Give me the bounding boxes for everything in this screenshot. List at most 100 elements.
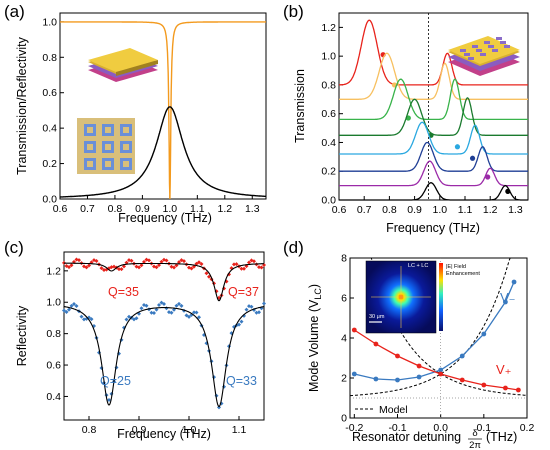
field-enhancement-inset: 30 μm LC + LC |E| Field Enhancement [365,260,480,334]
data-point [515,387,521,393]
plot-frame-c [63,251,265,421]
y-tick-label: 1.2 [321,22,336,34]
data-point [249,304,254,309]
x-tick-label: 0.9 [135,203,150,215]
y-tick-label: 6 [341,293,347,305]
y-tick-label: 8 [341,253,347,265]
data-point [252,259,256,264]
data-point [257,310,261,315]
panel-d: (d) -0.2 -0.1 0.0 0.1 0.2 0 2 4 6 8 V₋ V₊ Model 3… [283,238,534,450]
y-tick-label: 1.0 [46,297,61,309]
data-point [503,385,508,391]
data-point [189,266,194,271]
x-tick-label: 0.8 [82,424,97,436]
device-stack-illustration-a [88,48,158,82]
x-tick-label: 1.2 [483,204,498,216]
x-tick-label: 1.0 [163,203,178,215]
data-point [102,268,106,273]
transmission-curve [339,182,528,201]
x-tick-label: 1.1 [190,203,205,215]
data-point [177,260,181,265]
x-axis-frac-den: 2π [469,440,481,450]
data-point [395,377,400,383]
x-tick-label: 1.3 [245,203,260,215]
q-label-35: Q=35 [108,285,139,299]
legend-model-label: Model [379,404,408,416]
panel-c: (c) 0.8 0.9 1.0 1.1 0.4 0.6 0.8 1.0 1.2 Q=35 Q=3… [4,238,266,441]
y-tick-label: 0.8 [321,79,336,91]
data-point [503,299,508,305]
axis-ticks-a: 0.6 0.7 0.8 0.9 1.0 1.1 1.2 1.3 0.0 0.2 0.4 0.6 0.8 1… [42,16,259,215]
transmission-curve [339,97,528,136]
data-point [192,310,196,315]
data-point [67,307,71,312]
x-tick-label: -0.2 [345,422,363,434]
x-tick-label: 1.0 [182,424,197,436]
data-point [129,258,134,263]
data-point [177,301,181,306]
data-point [159,259,164,264]
data-point [154,307,159,312]
x-tick-label: 0.2 [520,422,535,434]
colorbar [439,263,443,331]
data-point [416,374,422,380]
x-tick-label: 0.1 [477,422,492,434]
axis-ticks-c: 0.8 0.9 1.0 1.1 0.4 0.6 0.8 1.0 1.2 [46,265,246,436]
data-point [351,327,357,333]
y-axis-title-a: Transmission/Reflectivity [15,36,29,175]
marker-dot [454,144,461,150]
data-point [204,271,209,276]
data-point [84,265,89,270]
data-point [152,310,156,315]
y-tick-label: 1.0 [42,16,57,28]
data-point [139,306,144,311]
data-point [79,314,84,319]
data-point [182,259,186,264]
transmission-curves-b [339,19,528,201]
data-point [89,317,94,322]
y-axis-title-c: Reflectivity [15,305,29,366]
x-tick-label: 1.2 [217,203,232,215]
data-point [259,265,264,270]
x-axis-unit-d: (THz) [486,430,517,444]
data-point [67,265,71,270]
plot-frame-b [338,12,529,201]
fit-curve [64,262,264,302]
x-axis-frac-num: δ [472,428,477,439]
data-point [459,353,465,359]
q-label-25: Q=25 [100,374,131,388]
data-point [139,263,144,268]
y-tick-label: 0.6 [42,87,57,99]
data-point [69,303,74,308]
transmission-curve [339,160,528,187]
data-point [416,363,422,369]
inset-title-line1: |E| Field [446,264,466,270]
inset-scale-label: 30 μm [369,314,385,320]
panel-label-b: (b) [283,2,304,21]
mode-volume-curves-d [350,257,527,397]
transmission-curve [339,78,528,121]
transmission-curve [339,52,528,100]
data-point [239,319,244,324]
x-tick-label: 0.9 [132,424,147,436]
data-point [122,264,126,269]
y-tick-label: 1.2 [46,265,61,277]
fit-curve [63,305,265,408]
x-tick-label: 0.9 [407,204,422,216]
data-point [179,303,184,308]
inset-mode-label: LC + LC [408,263,428,269]
y-axis-title-d: Mode Volume (VLC) [307,284,323,392]
reflectivity-data-c [62,257,266,410]
transmission-curve-a [60,106,266,198]
data-point [174,263,179,268]
panel-label-a: (a) [4,2,25,21]
data-point [64,309,69,314]
y-tick-label: 1.0 [321,51,336,63]
inset-title-line2: Enhancement [446,271,480,277]
transmission-curve [339,19,528,86]
data-point [351,371,357,377]
x-axis-title-d-text: Resonator detuning [352,430,461,444]
plot-frame-a [59,12,267,200]
data-point [149,310,154,315]
x-tick-label: 0.7 [80,203,95,215]
